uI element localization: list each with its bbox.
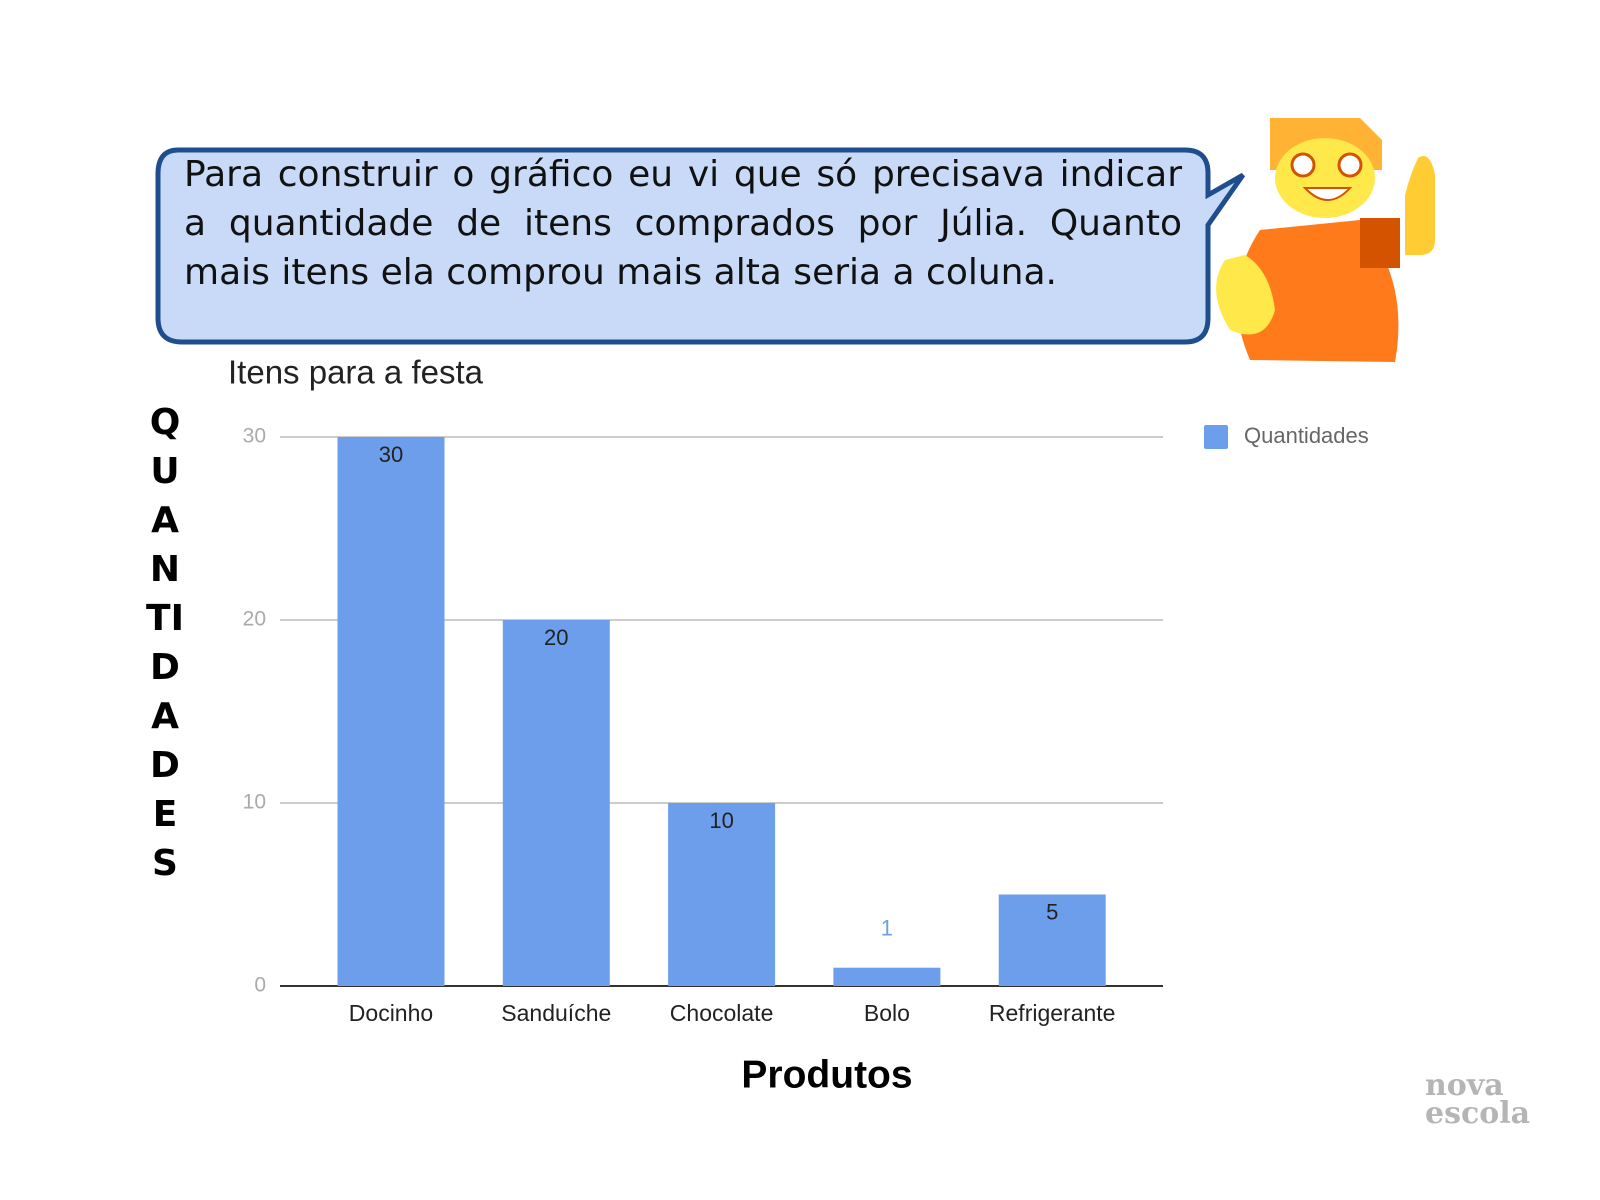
value-label: 1 [881,916,893,941]
y-tick-label: 30 [243,425,266,448]
bubble-text: Para construir o gráfico eu vi que só pr… [184,154,1182,293]
x-tick-label: Sanduíche [501,1000,611,1026]
x-tick-label: Chocolate [670,1000,774,1026]
bar [502,620,610,986]
y-tick-label: 20 [243,608,266,631]
value-label: 20 [544,625,568,650]
value-label: 5 [1046,899,1058,924]
bar [833,967,941,986]
y-tick-label: 0 [254,974,266,997]
x-tick-label: Refrigerante [989,1000,1116,1026]
bar [998,894,1106,986]
logo-text: nova [1425,1068,1504,1103]
bar [337,437,445,986]
legend-swatch [1204,425,1228,449]
chart-title: Itens para a festa [228,354,484,391]
x-tick-label: Docinho [349,1000,433,1026]
x-axis-label: Produtos [741,1053,912,1096]
speech-bubble [155,147,1246,345]
value-label: 30 [379,442,403,467]
legend-label: Quantidades [1244,423,1369,448]
logo-text: escola [1425,1096,1531,1131]
value-label: 10 [709,808,733,833]
y-tick-label: 10 [243,791,266,814]
y-axis-label: QUANTIDADES [146,402,184,884]
x-tick-label: Bolo [864,1000,910,1026]
character [1216,118,1435,362]
bar [668,803,776,986]
